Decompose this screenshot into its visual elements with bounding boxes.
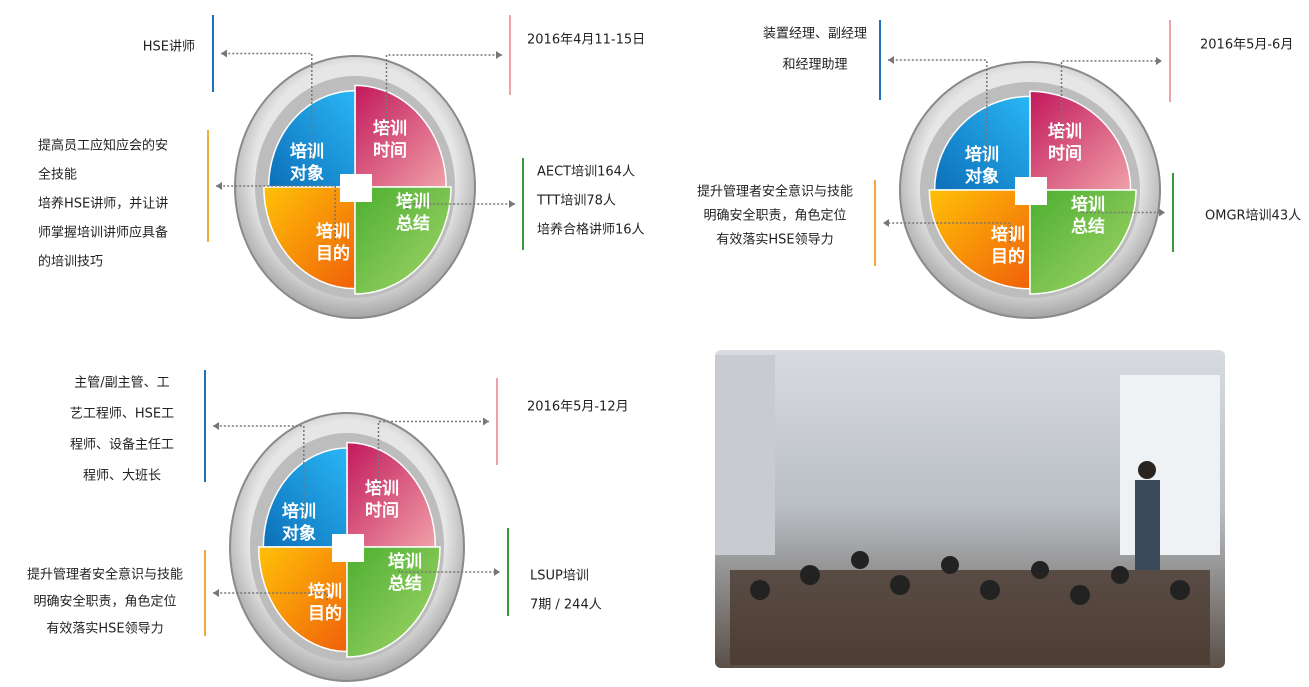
center-square [340,174,372,202]
annotation-text: 提升管理者安全意识与技能 [27,567,183,583]
quadrant-label: 目的 [308,603,342,624]
connector-arrow [888,56,894,64]
connector-arrow [496,51,502,59]
annotation-text: 2016年5月-6月 [1200,38,1293,53]
connector-arrow [213,589,219,597]
connector-arrow [509,200,515,208]
quadrant-label: 培训 [308,581,342,602]
quadrant-label: 培训 [991,224,1025,245]
quadrant-label: 培训 [1048,121,1082,142]
quadrant-label: 培训 [965,144,999,165]
connector-arrow [883,219,889,227]
annotation-text: 有效落实HSE领导力 [46,622,163,637]
annotation-text: TTT培训78人 [536,193,616,209]
connector-arrow [494,568,500,576]
quadrant-label: 总结 [1071,216,1105,237]
quadrant-label: 培训 [365,478,399,499]
annotation-text: 艺工程师、HSE工 [70,407,174,422]
connector-arrow [1156,57,1162,65]
annotation-text: OMGR培训43人 [1205,208,1301,224]
training-wheel: 培训对象培训时间培训目的培训总结装置经理、副经理和经理助理2016年5月-6月提… [697,20,1301,318]
annotation-text: 明确安全职责，角色定位 [33,594,176,610]
quadrant-label: 总结 [388,573,422,594]
training-wheel: 培训对象培训时间培训目的培训总结主管/副主管、工艺工程师、HSE工程师、设备主任… [27,370,629,681]
annotation-text: AECT培训164人 [537,164,635,180]
annotation-text: 有效落实HSE领导力 [716,233,833,248]
quadrant-label: 总结 [396,213,430,234]
quadrant-label: 时间 [373,140,407,161]
photo [715,350,1225,668]
quadrant-label: 对象 [282,523,316,544]
quadrant-label: 对象 [290,163,324,184]
annotation-text: 提高员工应知应会的安 [38,138,168,154]
quadrant-label: 培训 [373,118,407,139]
annotation-text: 提升管理者安全意识与技能 [697,184,853,200]
annotation-text: 的培训技巧 [38,254,103,270]
annotation-text: 2016年5月-12月 [527,400,629,415]
quadrant-label: 时间 [365,500,399,521]
annotation-text: HSE讲师 [143,40,195,55]
infographic: 培训对象培训时间培训目的培训总结HSE讲师2016年4月11-15日提高员工应知… [0,0,1309,687]
connector-arrow [221,50,227,58]
quadrant-label: 培训 [388,551,422,572]
quadrant-label: 对象 [965,166,999,187]
quadrant-label: 目的 [991,246,1025,267]
annotation-text: 主管/副主管、工 [74,376,169,391]
annotation-text: LSUP培训 [530,568,589,584]
annotation-text: 装置经理、副经理 [763,27,867,42]
quadrant-label: 培训 [316,221,350,242]
annotation-text: 程师、大班长 [83,469,161,484]
quadrant-label: 培训 [282,501,316,522]
quadrant-label: 培训 [1071,194,1105,215]
connector-arrow [483,418,489,426]
annotation-text: 2016年4月11-15日 [527,33,645,48]
annotation-text: 和经理助理 [782,58,847,73]
connector-arrow [1159,209,1165,217]
quadrant-label: 时间 [1048,143,1082,164]
quadrant-label: 培训 [396,191,430,212]
center-square [1015,177,1047,205]
annotation-text: 明确安全职责，角色定位 [703,208,846,224]
quadrant-label: 目的 [316,243,350,264]
connector-arrow [216,182,222,190]
annotation-text: 培养合格讲师16人 [537,222,645,238]
quadrant-label: 培训 [290,141,324,162]
center-square [332,534,364,562]
connector-arrow [213,422,219,430]
annotation-text: 培养HSE讲师，并让讲 [38,196,168,212]
annotation-text: 程师、设备主任工 [70,437,174,453]
annotation-text: 全技能 [38,167,77,183]
annotation-text: 师掌握培训讲师应具备 [38,225,168,241]
annotation-text: 7期 / 244人 [530,598,602,613]
